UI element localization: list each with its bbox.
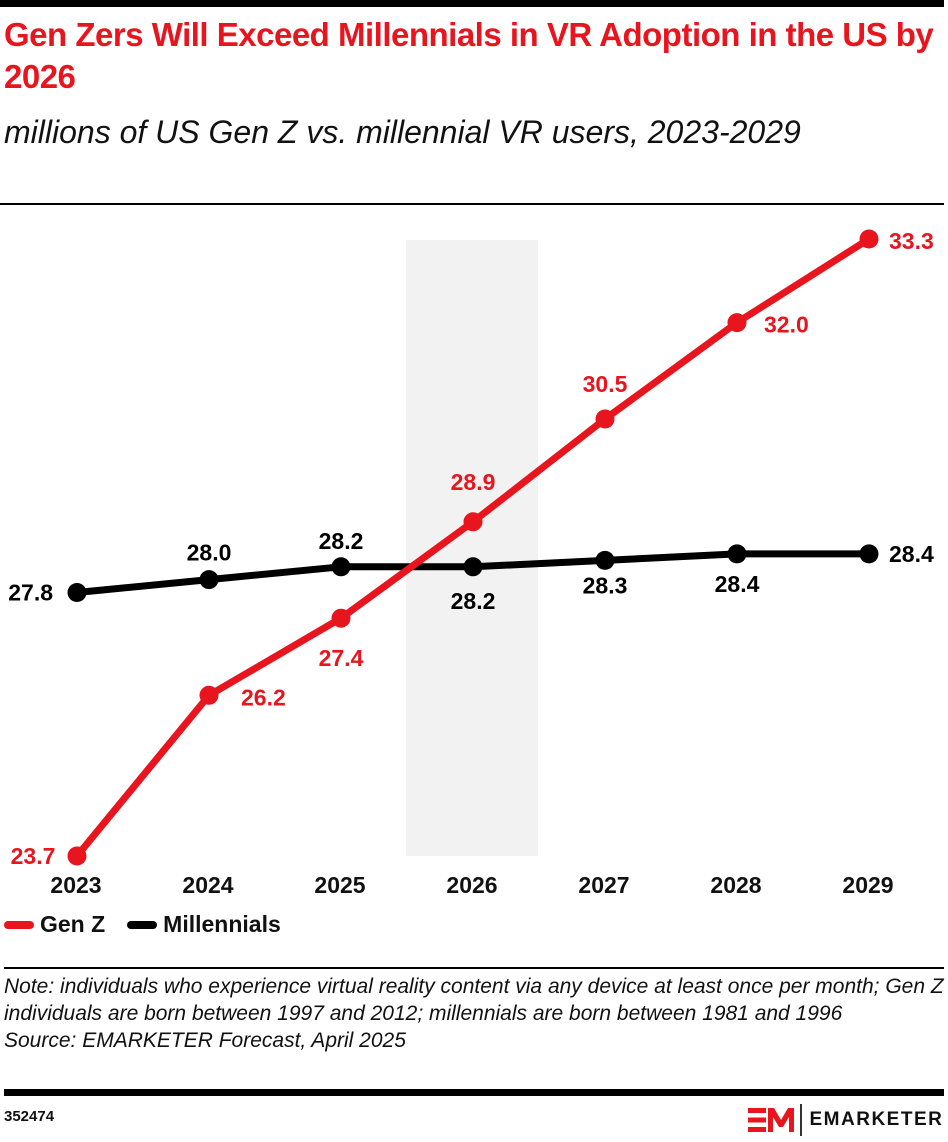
x-tick-label: 2024 bbox=[182, 872, 233, 898]
data-label-millennials: 28.3 bbox=[583, 572, 628, 598]
data-label-millennials: 28.2 bbox=[451, 588, 496, 614]
data-label-gen-z: 32.0 bbox=[764, 312, 809, 338]
data-point-millennials bbox=[463, 557, 483, 577]
x-tick-label: 2028 bbox=[710, 872, 761, 898]
line-chart: 27.8 28.0 28.2 28.2 28.3 28.4 28.4 23.7 26.2 27.4… bbox=[8, 228, 934, 898]
note-divider bbox=[4, 967, 944, 969]
x-tick-label: 2026 bbox=[446, 872, 497, 898]
data-label-millennials: 28.4 bbox=[715, 571, 760, 597]
x-tick-label: 2029 bbox=[842, 872, 893, 898]
em-logo-icon bbox=[748, 1107, 794, 1133]
legend-item-gen-z: Gen Z bbox=[4, 911, 105, 938]
data-label-gen-z: 27.4 bbox=[319, 645, 364, 671]
emarketer-logo: EMARKETER bbox=[748, 1104, 943, 1136]
data-label-millennials: 28.4 bbox=[889, 541, 934, 567]
data-point-gen-z bbox=[463, 512, 483, 532]
data-point-millennials bbox=[67, 583, 87, 602]
data-point-millennials bbox=[331, 557, 351, 577]
data-label-gen-z: 23.7 bbox=[11, 843, 56, 869]
data-label-gen-z: 30.5 bbox=[583, 371, 628, 397]
data-point-gen-z bbox=[859, 229, 879, 249]
legend-swatch-gen-z bbox=[4, 920, 34, 929]
brand-wordmark: EMARKETER bbox=[809, 1109, 944, 1130]
legend: Gen Z Millennials bbox=[4, 911, 303, 938]
data-label-millennials: 27.8 bbox=[8, 580, 53, 606]
legend-label-millennials: Millennials bbox=[163, 911, 281, 937]
bottom-rule bbox=[4, 1089, 944, 1096]
note-text: Note: individuals who experience virtual… bbox=[4, 975, 944, 1025]
data-point-millennials bbox=[859, 544, 879, 564]
chart-title: Gen Zers Will Exceed Millennials in VR A… bbox=[4, 16, 934, 95]
data-label-gen-z: 26.2 bbox=[241, 684, 286, 710]
data-label-gen-z: 28.9 bbox=[451, 469, 496, 495]
source-text: Source: EMARKETER Forecast, April 2025 bbox=[4, 1029, 406, 1052]
data-point-gen-z bbox=[595, 409, 615, 429]
x-tick-label: 2025 bbox=[314, 872, 365, 898]
legend-swatch-millennials bbox=[127, 920, 158, 929]
footnote: Note: individuals who experience virtual… bbox=[4, 973, 944, 1054]
data-label-millennials: 28.0 bbox=[187, 540, 232, 566]
data-label-gen-z: 33.3 bbox=[889, 228, 934, 254]
x-tick-label: 2027 bbox=[578, 872, 629, 898]
data-point-millennials bbox=[727, 544, 747, 564]
data-point-gen-z bbox=[67, 846, 87, 866]
legend-label-gen-z: Gen Z bbox=[40, 911, 106, 937]
data-point-gen-z bbox=[331, 608, 351, 628]
data-point-gen-z bbox=[727, 313, 747, 333]
data-point-gen-z bbox=[199, 685, 219, 705]
data-point-millennials bbox=[199, 570, 219, 590]
header-divider bbox=[0, 203, 944, 205]
logo-divider bbox=[800, 1104, 802, 1136]
chart-subtitle: millions of US Gen Z vs. millennial VR u… bbox=[4, 114, 801, 150]
chart-id: 352474 bbox=[4, 1108, 55, 1125]
top-rule bbox=[0, 0, 944, 7]
forecast-highlight-band bbox=[406, 240, 538, 856]
x-tick-label: 2023 bbox=[50, 872, 101, 898]
data-point-millennials bbox=[595, 550, 615, 570]
legend-item-millennials: Millennials bbox=[127, 911, 281, 938]
data-label-millennials: 28.2 bbox=[319, 528, 364, 554]
